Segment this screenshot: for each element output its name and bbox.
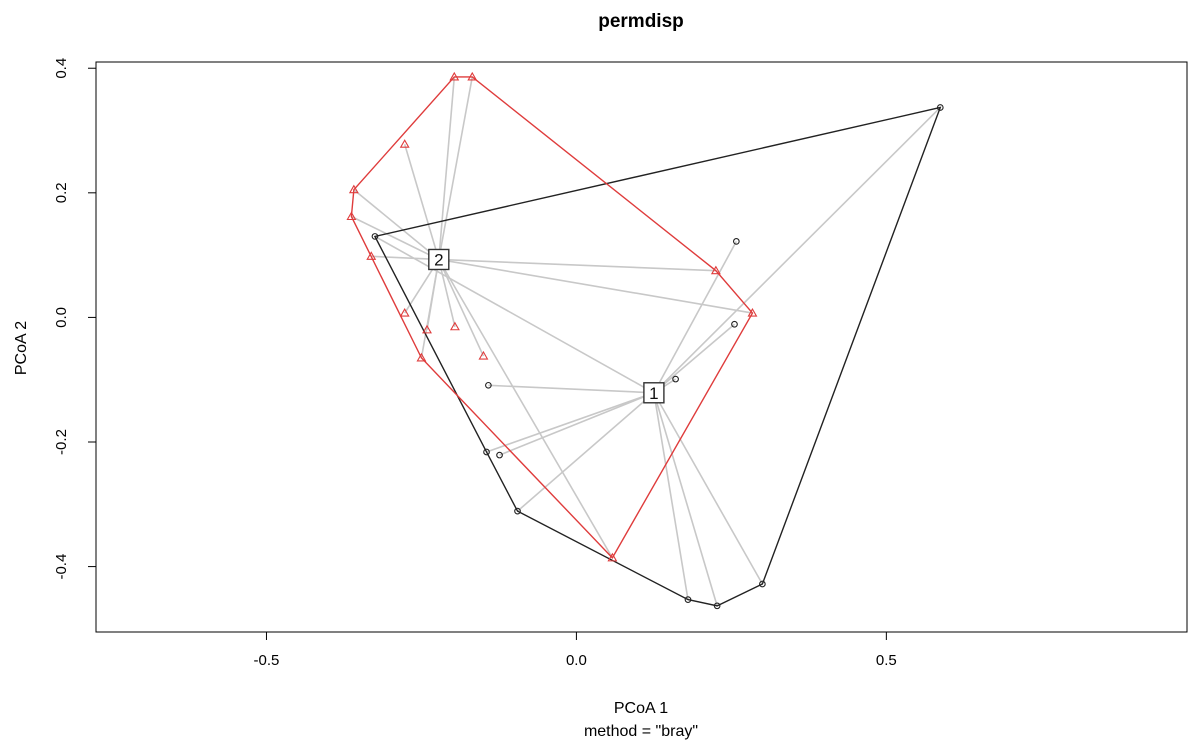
point-triangle	[747, 307, 758, 317]
point-triangle	[399, 307, 410, 317]
x-tick-label: 0.5	[876, 652, 897, 669]
centroid-label-1: 1	[649, 384, 658, 403]
point-triangle	[348, 184, 359, 194]
x-tick-label: 0.0	[566, 652, 587, 669]
spoke-lines	[351, 76, 941, 607]
group-centroids: 12	[428, 248, 665, 404]
spoke-line	[653, 392, 689, 600]
spoke-line	[438, 259, 456, 327]
y-tick-label: -0.2	[53, 429, 70, 455]
spoke-line	[486, 392, 655, 453]
point-triangle	[366, 251, 377, 260]
point-triangle	[478, 350, 489, 360]
data-points	[346, 71, 944, 610]
plot-frame	[95, 61, 1188, 633]
spoke-line	[438, 258, 716, 272]
spoke-line	[438, 259, 614, 559]
point-triangle	[399, 139, 410, 148]
chart-title: permdisp	[598, 11, 684, 32]
point-triangle	[346, 211, 357, 221]
spoke-line	[653, 323, 736, 394]
point-triangle	[607, 552, 618, 562]
axes: -0.5 0.0 0.5 -0.4 -0.2 0.0 0.2 0.4	[53, 58, 1188, 669]
centroid-label-2: 2	[434, 250, 443, 269]
y-tick-label: -0.4	[53, 554, 70, 580]
y-axis-label: PCoA 2	[13, 321, 30, 375]
point-triangle	[422, 324, 432, 334]
point-circle	[732, 238, 740, 245]
spoke-line	[653, 392, 718, 607]
point-circle	[759, 580, 766, 588]
point-circle	[713, 602, 721, 610]
point-circle	[514, 507, 521, 515]
centroid-box-1	[643, 382, 665, 404]
point-circle	[672, 375, 679, 383]
point-circle	[731, 320, 738, 328]
point-circle	[485, 381, 492, 389]
point-circle	[496, 451, 503, 459]
point-circle	[684, 596, 692, 603]
point-triangle	[449, 71, 460, 81]
spoke-line	[351, 215, 440, 261]
point-triangle	[416, 352, 427, 362]
spoke-line	[438, 259, 485, 357]
point-triangle	[449, 321, 460, 331]
spoke-line	[499, 392, 655, 456]
group-hulls	[350, 76, 942, 607]
point-triangle	[467, 71, 478, 81]
spoke-line	[488, 384, 654, 394]
y-tick-label: 0.4	[53, 58, 70, 79]
hull-group-1	[373, 106, 942, 607]
point-circle	[483, 448, 490, 456]
hull-group-2	[350, 76, 754, 560]
spoke-line	[371, 255, 439, 261]
spoke-line	[438, 76, 474, 260]
spoke-line	[374, 235, 655, 394]
point-circle	[936, 104, 944, 111]
y-tick-label: 0.0	[53, 307, 70, 328]
y-tick-label: 0.2	[53, 182, 70, 203]
spoke-line	[353, 189, 440, 261]
centroid-box-2	[428, 248, 450, 271]
spoke-line	[403, 144, 440, 260]
spoke-line	[653, 106, 941, 394]
chart-subtitle: method = "bray"	[584, 723, 698, 740]
spoke-line	[438, 76, 456, 260]
point-circle	[371, 233, 379, 240]
x-tick-label: -0.5	[254, 652, 280, 669]
spoke-line	[516, 392, 655, 512]
spoke-line	[438, 258, 753, 314]
point-triangle	[710, 265, 721, 275]
x-axis-label: PCoA 1	[614, 700, 668, 717]
spoke-line	[653, 392, 764, 585]
spoke-line	[420, 259, 440, 359]
spoke-line	[653, 241, 738, 394]
